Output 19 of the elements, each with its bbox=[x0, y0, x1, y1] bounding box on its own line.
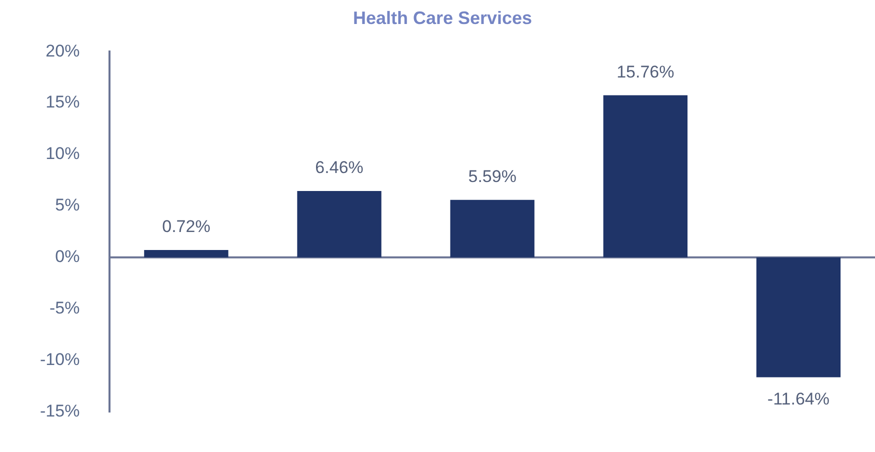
y-tick-label: 10% bbox=[46, 144, 80, 164]
data-label: 15.76% bbox=[616, 62, 674, 82]
y-tick-label: -15% bbox=[40, 401, 80, 420]
chart-title: Health Care Services bbox=[352, 8, 532, 28]
y-tick-label: 5% bbox=[55, 196, 80, 215]
y-tick-label: 0% bbox=[55, 247, 80, 266]
bar bbox=[603, 95, 688, 258]
bar bbox=[756, 257, 841, 378]
y-tick-label: -10% bbox=[40, 350, 80, 370]
y-tick-label: -5% bbox=[49, 298, 80, 318]
bar bbox=[297, 190, 382, 258]
bar bbox=[450, 200, 534, 258]
data-label: 0.72% bbox=[162, 217, 210, 236]
y-tick-label: 20% bbox=[46, 41, 80, 60]
data-label: 5.59% bbox=[468, 167, 516, 186]
y-tick-label: 15% bbox=[46, 92, 80, 112]
data-label: -11.64% bbox=[767, 389, 830, 408]
data-label: 6.46% bbox=[315, 158, 364, 178]
bar bbox=[144, 250, 228, 258]
